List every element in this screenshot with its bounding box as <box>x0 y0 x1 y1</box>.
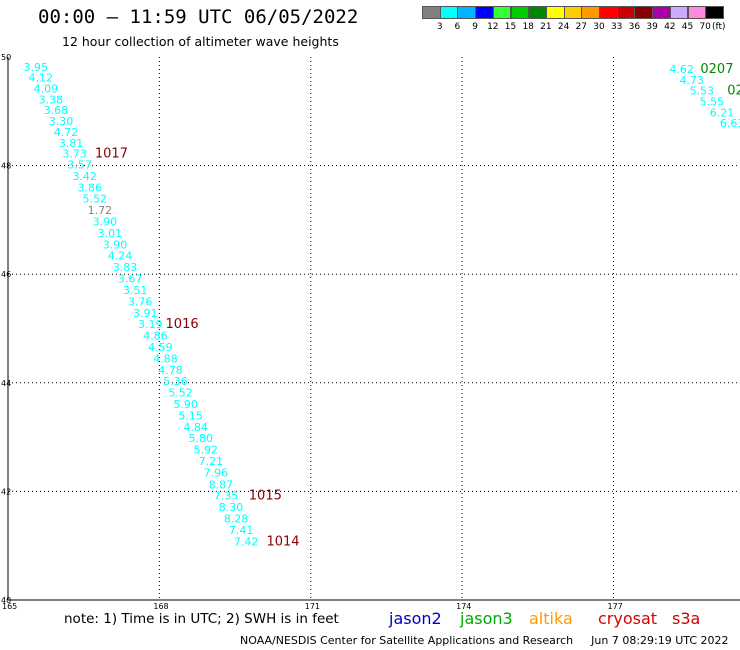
wave-height-value: 3.68 <box>44 104 69 117</box>
satellite-s3a-label: s3a <box>672 609 701 628</box>
satellite-altika-label: altika <box>529 609 573 628</box>
wave-height-value: 4.12 <box>29 72 54 85</box>
satellite-jason3-label: jason3 <box>460 609 513 628</box>
wave-height-value: 4.72 <box>54 126 79 139</box>
wave-height-value: 4.84 <box>183 421 208 434</box>
longitude-label: 171 <box>305 602 320 611</box>
wave-height-value: 3.67 <box>118 273 143 286</box>
wave-height-value: 3.57 <box>67 159 92 172</box>
wave-height-value: 3.42 <box>72 170 97 183</box>
wave-height-value: 3.86 <box>77 181 102 194</box>
scale-tick-label: 70 <box>699 22 711 32</box>
wave-height-value: 8.87 <box>209 478 234 491</box>
wave-height-value: 7.96 <box>204 466 229 479</box>
scale-tick-label: 33 <box>610 22 623 32</box>
longitude-label: 174 <box>456 602 471 611</box>
pass-time-label: 020 <box>727 84 740 99</box>
credit-text: NOAA/NESDIS Center for Satellite Applica… <box>240 634 574 647</box>
page-subtitle: 12 hour collection of altimeter wave hei… <box>62 34 339 49</box>
scale-tick-label: 30 <box>593 22 605 32</box>
wave-height-value: 5.36 <box>163 375 188 388</box>
wave-height-value: 7.35 <box>214 490 239 503</box>
longitude-label: 177 <box>608 602 623 611</box>
credit-timestamp: Jun 7 08:29:19 UTC 2022 <box>591 634 729 647</box>
wave-height-value: 7.42 <box>234 535 259 548</box>
footer-credit: NOAA/NESDIS Center for Satellite Applica… <box>240 634 729 647</box>
wave-height-value: 4.24 <box>108 250 133 263</box>
wave-height-value: 3.19 <box>138 318 163 331</box>
scale-tick-label: 36 <box>628 22 641 32</box>
wave-height-value: 3.90 <box>93 216 118 229</box>
wave-height-value: 3.95 <box>24 61 49 74</box>
wave-height-value: 3.90 <box>103 238 128 251</box>
wave-height-value: 4.78 <box>158 364 183 377</box>
pass-time-label: 1017 <box>95 147 128 162</box>
latitude-label: 40 <box>1 596 11 605</box>
latitude-label: 42 <box>1 487 11 496</box>
wave-height-value: 4.86 <box>143 330 168 343</box>
wave-height-value: 7.41 <box>229 524 254 537</box>
pass-time-label: 1015 <box>249 489 282 504</box>
latitude-label: 50 <box>1 53 11 62</box>
wave-height-value: 5.53 <box>690 85 715 98</box>
wave-height-value: 3.01 <box>98 227 123 240</box>
wave-height-value: 5.55 <box>700 96 725 109</box>
wave-height-value: 3.91 <box>133 307 158 320</box>
wave-height-value: 5.80 <box>189 432 214 445</box>
page-title: 00:00 – 11:59 UTC 06/05/2022 <box>38 6 359 28</box>
scale-tick-label: 6 <box>454 22 461 32</box>
scale-tick-label: 39 <box>646 22 658 32</box>
scale-tick-label: 27 <box>575 22 588 32</box>
scale-tick-label: 18 <box>522 22 534 32</box>
wave-height-value: 4.62 <box>669 63 694 76</box>
scale-unit-label: (ft) <box>712 22 726 32</box>
scale-tick-label: 9 <box>472 22 478 32</box>
satellite-cryosat-label: cryosat <box>598 609 658 628</box>
wave-height-value: 5.52 <box>168 387 193 400</box>
longitude-label: 168 <box>153 602 168 611</box>
satellite-jason2-label: jason2 <box>389 609 442 628</box>
wave-height-value: 1.72 <box>88 204 113 217</box>
scale-tick-label: 12 <box>487 22 499 32</box>
wave-height-value: 3.30 <box>49 115 74 128</box>
scale-tick-label: 42 <box>664 22 676 32</box>
wave-height-value: 8.30 <box>219 501 244 514</box>
latitude-label: 46 <box>1 270 11 279</box>
wave-height-value: 4.09 <box>34 82 59 95</box>
wave-height-value: 4.88 <box>153 352 178 365</box>
wave-height-value: 3.76 <box>128 295 153 308</box>
wave-height-value: 4.73 <box>679 74 704 87</box>
wave-height-value: 5.92 <box>194 444 219 457</box>
footer-note: note: 1) Time is in UTC; 2) SWH is in fe… <box>64 611 339 627</box>
wave-height-value: 7.21 <box>199 455 224 468</box>
wave-height-value: 3.83 <box>113 261 138 274</box>
scale-tick-label: 21 <box>540 22 552 32</box>
scale-tick-label: 15 <box>504 22 517 32</box>
wave-height-value: 3.73 <box>62 148 87 161</box>
wave-height-value: 3.51 <box>123 284 148 297</box>
scale-tick-label: 3 <box>436 22 443 32</box>
wave-height-value: 8.28 <box>224 513 249 526</box>
wave-height-value: 6.63 <box>720 117 740 130</box>
latitude-label: 44 <box>1 379 11 388</box>
wave-height-value: 5.15 <box>178 409 203 422</box>
wave-height-value: 3.81 <box>59 137 84 150</box>
pass-time-label: 0207 <box>700 62 733 77</box>
latitude-label: 48 <box>1 162 11 171</box>
pass-time-label: 1016 <box>166 317 199 332</box>
scale-tick-label: 24 <box>557 22 570 32</box>
scale-tick-label: 45 <box>681 22 694 32</box>
scale-swatch <box>705 6 724 19</box>
wave-height-value: 5.52 <box>83 193 108 206</box>
wave-height-value: 6.21 <box>710 106 735 119</box>
wave-height-value: 4.59 <box>148 341 173 354</box>
pass-time-label: 1014 <box>266 534 299 549</box>
longitude-label: 165 <box>2 602 17 611</box>
wave-height-value: 3.38 <box>39 93 64 106</box>
wave-height-value: 5.90 <box>173 398 198 411</box>
